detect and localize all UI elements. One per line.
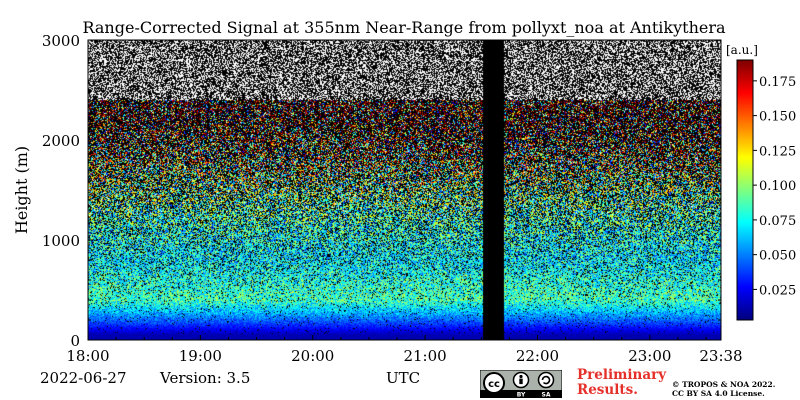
x-tick-label: 23:38 — [699, 347, 742, 365]
badge-by-text: BY — [517, 392, 526, 399]
y-tick-label: 0 — [70, 332, 80, 350]
y-axis-label: Height (m) — [12, 146, 31, 234]
y-tick-label: 1000 — [42, 232, 80, 250]
version-label: Version: 3.5 — [160, 369, 251, 387]
copyright-notice: © TROPOS & NOA 2022. CC BY SA 4.0 Licens… — [672, 380, 775, 398]
colorbar-tick-label: 0.125 — [759, 144, 796, 159]
colorbar-ticks: 0.025 0.050 0.075 0.100 0.125 0.150 0.175 — [753, 75, 796, 298]
x-axis-label: UTC — [386, 369, 421, 387]
preliminary-line-2: Results. — [577, 382, 638, 398]
y-axis: 0 1000 2000 3000 — [42, 32, 721, 350]
colorbar-tick-label: 0.150 — [759, 110, 796, 125]
x-axis: 18:00 19:00 20:00 21:00 22:00 23:00 23:38 — [66, 40, 743, 365]
colorbar-tick-label: 0.175 — [759, 75, 796, 90]
copyright-line-1: © TROPOS & NOA 2022. — [672, 380, 776, 389]
x-tick-label: 22:00 — [516, 347, 559, 365]
colorbar-gradient — [737, 60, 753, 320]
svg-text:cc: cc — [488, 379, 500, 390]
x-tick-label: 23:00 — [628, 347, 671, 365]
x-tick-label: 19:00 — [179, 347, 222, 365]
x-tick-label: 18:00 — [66, 347, 109, 365]
plot-frame — [87, 39, 722, 341]
cc-icon — [483, 372, 505, 394]
x-tick-label: 21:00 — [403, 347, 446, 365]
colorbar-tick-label: 0.075 — [759, 214, 796, 229]
colorbar-tick-label: 0.025 — [759, 283, 796, 298]
date-label: 2022-06-27 — [40, 369, 127, 387]
sa-share-alike-icon — [537, 371, 555, 389]
copyright-line-2: CC BY SA 4.0 License. — [672, 389, 765, 398]
y-tick-label: 2000 — [42, 132, 80, 150]
colorbar-tick-label: 0.100 — [759, 179, 796, 194]
x-tick-label: 20:00 — [291, 347, 334, 365]
colorbar-tick-label: 0.050 — [759, 249, 796, 264]
colorbar-unit: [a.u.] — [726, 43, 758, 57]
badge-sa-text: SA — [542, 392, 551, 399]
cc-by-sa-license-badge: cc BY SA — [480, 370, 562, 398]
signal-heatmap — [88, 40, 721, 340]
chart-title: Range-Corrected Signal at 355nm Near-Ran… — [82, 18, 726, 37]
preliminary-notice: Preliminary Results. — [577, 368, 666, 398]
colorbar-frame — [736, 59, 754, 321]
preliminary-line-1: Preliminary — [577, 367, 667, 383]
y-tick-label: 3000 — [42, 32, 80, 50]
